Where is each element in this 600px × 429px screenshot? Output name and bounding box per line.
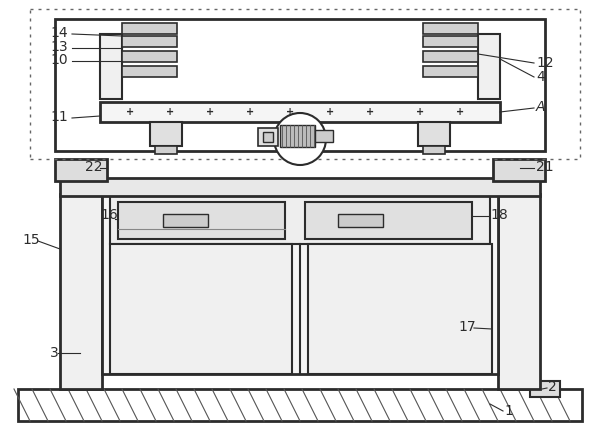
Bar [258, 128, 278, 146]
Bar [418, 122, 450, 146]
Text: 1: 1 [504, 404, 513, 418]
Circle shape [274, 113, 326, 165]
Bar [110, 196, 490, 244]
Text: 22: 22 [85, 160, 103, 174]
Bar [155, 146, 177, 154]
Bar [18, 389, 582, 421]
Text: 3: 3 [50, 346, 59, 360]
Bar [315, 130, 333, 142]
Bar [530, 381, 560, 397]
Text: 11: 11 [50, 110, 68, 124]
Bar [423, 23, 478, 34]
Bar [55, 159, 107, 181]
Text: 12: 12 [536, 56, 554, 70]
Bar [263, 132, 273, 142]
Bar [122, 23, 177, 34]
Bar [308, 244, 492, 374]
Bar [493, 159, 545, 181]
Text: +: + [166, 107, 174, 117]
Text: 21: 21 [536, 160, 554, 174]
Text: +: + [456, 107, 464, 117]
Bar [118, 202, 285, 239]
Text: +: + [126, 107, 134, 117]
Bar [60, 194, 102, 389]
Text: 2: 2 [548, 380, 557, 394]
Text: +: + [366, 107, 374, 117]
Bar [100, 34, 122, 99]
Bar [280, 125, 315, 147]
Bar [338, 214, 383, 227]
Bar [150, 122, 182, 146]
Text: 13: 13 [50, 40, 68, 54]
Bar [122, 66, 177, 77]
Text: 16: 16 [100, 208, 118, 222]
Bar [305, 202, 472, 239]
Bar [163, 214, 208, 227]
Text: 15: 15 [22, 233, 40, 247]
Text: +: + [246, 107, 254, 117]
Bar [423, 51, 478, 62]
Bar [423, 146, 445, 154]
Text: +: + [416, 107, 424, 117]
Text: 14: 14 [50, 26, 68, 40]
Bar [423, 36, 478, 47]
Text: 18: 18 [490, 208, 508, 222]
Text: 10: 10 [50, 53, 68, 67]
Bar [110, 244, 292, 374]
Bar [100, 102, 500, 122]
Bar [55, 19, 545, 151]
Text: 4: 4 [536, 70, 545, 84]
Text: +: + [326, 107, 334, 117]
Bar [498, 194, 540, 389]
Bar [102, 194, 498, 374]
Bar [60, 178, 540, 196]
Bar [122, 51, 177, 62]
Text: +: + [206, 107, 214, 117]
Bar [478, 34, 500, 99]
Text: 17: 17 [458, 320, 476, 334]
Text: +: + [286, 107, 294, 117]
Text: A: A [536, 100, 545, 114]
Bar [122, 36, 177, 47]
Bar [423, 66, 478, 77]
